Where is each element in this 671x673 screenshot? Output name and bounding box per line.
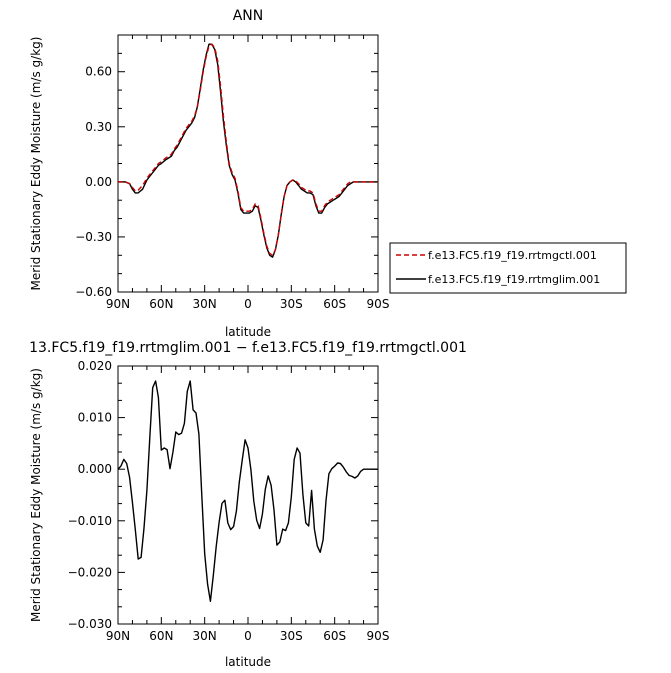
- y-tick-label: 0.000: [78, 462, 112, 476]
- plot-frame: [117, 365, 379, 625]
- x-tick-label: 60S: [323, 297, 346, 311]
- x-tick-label: 0: [244, 297, 252, 311]
- x-tick-label: 30N: [193, 297, 217, 311]
- plot-frame: [117, 34, 379, 293]
- y-tick-label: −0.30: [75, 230, 112, 244]
- x-tick-label: 30S: [280, 629, 303, 643]
- y-axis-label: Merid Stationary Eddy Moisture (m/s g/kg…: [29, 37, 43, 291]
- y-axis-label: Merid Stationary Eddy Moisture (m/s g/kg…: [29, 368, 43, 622]
- y-tick-label: 0.00: [85, 175, 112, 189]
- x-axis-label: latitude: [225, 655, 271, 669]
- legend-label: f.e13.FC5.f19_f19.rrtmgctl.001: [428, 249, 597, 262]
- x-tick-label: 90N: [106, 297, 130, 311]
- y-tick-label: −0.010: [68, 514, 112, 528]
- legend-label: f.e13.FC5.f19_f19.rrtmglim.001: [428, 273, 600, 286]
- chart-1: 90N 60N 30N 0 30S 60S 90S −0.60 −0.30 0.00 0.30 0.6…: [29, 8, 627, 339]
- chart-title: 13.FC5.f19_f19.rrtmglim.001 − f.e13.FC5.…: [29, 340, 467, 356]
- y-tick-label: 0.020: [78, 359, 112, 373]
- x-tick-label: 30N: [193, 629, 217, 643]
- x-tick-label: 90S: [367, 297, 390, 311]
- y-tick-label: 0.30: [85, 120, 112, 134]
- x-tick-label: 60N: [149, 629, 173, 643]
- x-tick-label: 90S: [367, 629, 390, 643]
- chart-2: 90N 60N 30N 0 30S 60S 90S −0.030 −0.020 −0.010 0.0…: [29, 340, 467, 669]
- x-tick-label: 90N: [106, 629, 130, 643]
- y-tick-label: −0.60: [75, 285, 112, 299]
- legend-box: [389, 242, 627, 294]
- chart-title: ANN: [233, 8, 264, 24]
- series-line-1: [117, 380, 378, 602]
- x-tick-label: 60S: [323, 629, 346, 643]
- y-tick-label: 0.010: [78, 411, 112, 425]
- y-tick-label: −0.020: [68, 565, 112, 579]
- series-line-2: [118, 43, 378, 258]
- y-tick-label: −0.030: [68, 617, 112, 631]
- y-tick-label: 0.60: [85, 65, 112, 79]
- series-line-1: [118, 43, 378, 257]
- x-tick-label: 30S: [280, 297, 303, 311]
- x-tick-label: 0: [244, 629, 252, 643]
- x-tick-label: 60N: [149, 297, 173, 311]
- x-axis-label: latitude: [225, 325, 271, 339]
